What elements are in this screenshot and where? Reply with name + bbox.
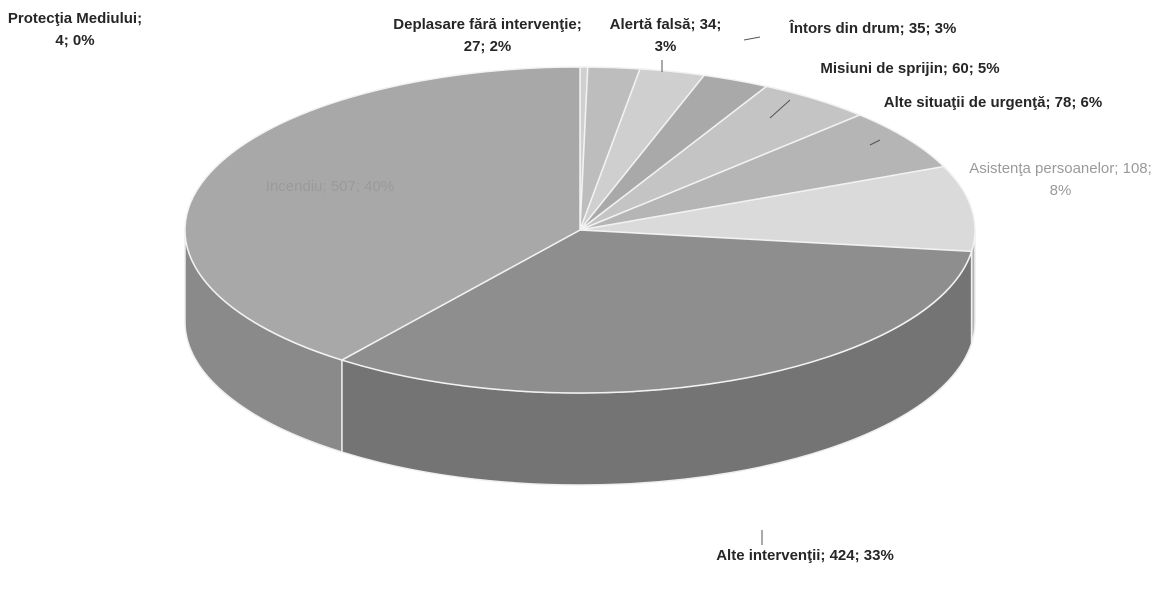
slice <box>579 165 976 253</box>
data-label: Misiuni de sprijin; 60; 5% <box>820 60 1000 77</box>
data-label: Deplasare fără intervenţie; 27; 2% <box>393 16 582 55</box>
data-label: Asistenţa persoanelor; 108; 8% <box>969 160 1152 199</box>
data-label: Alte intervenţii; 424; 33% <box>716 547 894 564</box>
leader-line <box>869 139 881 146</box>
data-label: Întors din drum; 35; 3% <box>789 20 957 37</box>
leader-line <box>769 99 791 119</box>
data-label: Alertă falsă; 34; 3% <box>609 16 722 55</box>
slice <box>339 229 973 394</box>
data-label: Alte situaţii de urgenţă; 78; 6% <box>883 94 1103 111</box>
data-label: Protecţia Mediului; 4; 0% <box>7 10 143 49</box>
slice <box>184 66 581 361</box>
data-label: Incendiu; 507; 40% <box>265 178 395 195</box>
slice <box>579 114 946 231</box>
leader-line <box>743 36 761 41</box>
